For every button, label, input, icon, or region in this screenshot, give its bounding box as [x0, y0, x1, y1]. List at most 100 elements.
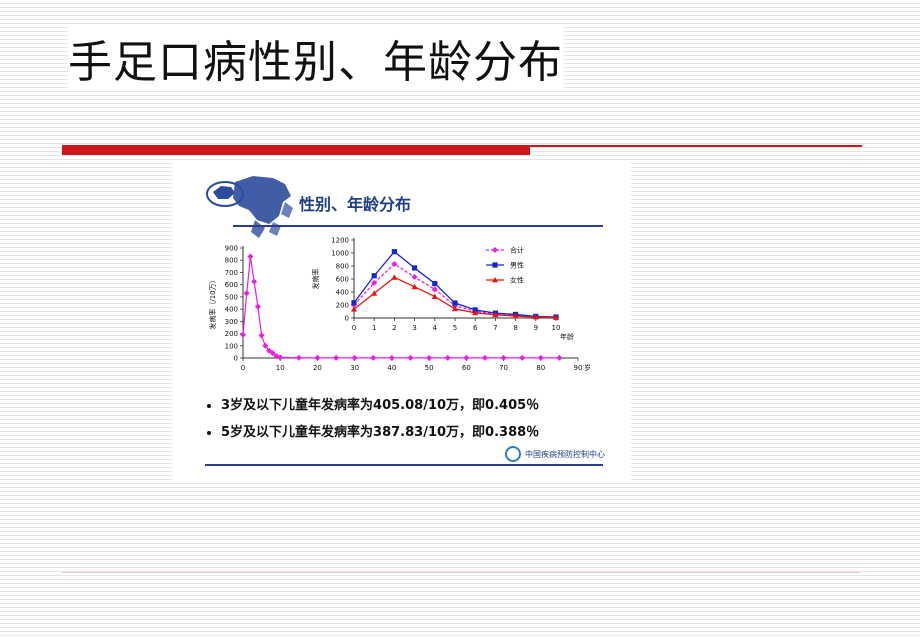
panel-header: 性别、年龄分布	[299, 195, 411, 214]
footer-rule	[205, 464, 603, 466]
inset-data-point	[411, 274, 418, 281]
main-chart-ylabel: 发病率（/10万）	[208, 276, 217, 329]
main-x-tick-label: 60	[462, 364, 471, 372]
inset-data-point	[391, 261, 398, 268]
main-data-point	[269, 350, 276, 357]
main-data-point	[295, 354, 302, 361]
inset-x-tick-label: 6	[473, 324, 478, 332]
bullet-dot	[207, 430, 211, 435]
main-data-point	[277, 354, 284, 361]
footer-divider	[62, 572, 860, 573]
inset-series-line	[353, 276, 557, 319]
inset-sex-age-chart: 发病率 年龄 0 200 400 600 800 1000 1200 0 1 2 3 4 5 6 7 8 9 10…	[311, 237, 574, 342]
inset-x-tick-label: 5	[453, 324, 457, 332]
main-y-tick-label: 100	[225, 342, 238, 350]
main-y-tick-label: 900	[225, 245, 238, 253]
inset-chart-xlabel: 年龄	[560, 332, 574, 341]
main-x-tick-label: 10	[276, 364, 285, 372]
header-rule	[233, 225, 603, 227]
main-y-tick-label: 700	[225, 269, 238, 277]
main-y-tick-label: 200	[225, 330, 238, 338]
main-data-point	[537, 354, 544, 361]
main-data-point	[426, 354, 433, 361]
main-x-tick-label: 80	[536, 364, 545, 372]
china-map-logo	[206, 176, 293, 238]
main-data-point	[444, 354, 451, 361]
legend-swatch-marker	[492, 277, 498, 283]
main-data-point	[314, 354, 321, 361]
inset-x-tick-label: 1	[372, 324, 376, 332]
main-y-tick-label: 800	[225, 257, 238, 265]
cdc-org-name: 中国疾病预防控制中心	[525, 450, 605, 459]
inset-data-point	[492, 311, 499, 318]
main-x-tick-label: 70	[499, 364, 508, 372]
bullet-item-2: 5岁及以下儿童年发病率为387.83/10万，即0.388％	[207, 421, 539, 440]
main-y-tick-label: 400	[225, 306, 238, 314]
main-x-tick-label: 90	[574, 364, 583, 372]
main-x-tick-label: 0	[241, 364, 245, 372]
slide-title: 手足口病性别、年龄分布	[68, 26, 563, 90]
cdc-emblem-icon	[505, 446, 521, 462]
inset-data-point	[411, 283, 418, 290]
figure-svg: 性别、年龄分布 发病率（/10万） 岁 01002003004005006007…	[205, 176, 603, 466]
bullet-item-1: 3岁及以下儿童年发病率为405.08/10万，即0.405％	[207, 394, 539, 413]
legend-swatch-marker	[492, 262, 498, 268]
cdc-logo: 中国疾病预防控制中心	[505, 446, 625, 464]
main-x-tick-label: 40	[387, 364, 396, 372]
inset-data-point	[371, 273, 377, 279]
main-data-point	[463, 354, 470, 361]
bullet-dot	[207, 403, 211, 408]
inset-x-tick-label: 0	[352, 324, 356, 332]
embedded-figure-panel: 性别、年龄分布 发病率（/10万） 岁 0 100 200 300 400 500 600 7…	[173, 162, 631, 480]
main-data-point	[258, 332, 265, 339]
main-data-point	[556, 354, 563, 361]
bullet-text: 5岁及以下儿童年发病率为387.83/10万，即0.388％	[221, 425, 540, 440]
main-x-tick-label: 50	[425, 364, 434, 372]
main-chart-x-unit: 岁	[584, 363, 591, 372]
inset-data-point	[553, 314, 559, 320]
main-data-point	[481, 354, 488, 361]
main-data-point	[333, 354, 340, 361]
main-data-point	[351, 354, 358, 361]
inset-x-tick-label: 2	[392, 324, 396, 332]
inset-data-point	[431, 286, 438, 293]
main-data-point	[251, 278, 258, 285]
inset-data-point	[371, 279, 378, 286]
main-series-line	[242, 256, 560, 359]
inset-data-point	[512, 313, 519, 319]
inset-x-tick-label: 8	[513, 324, 517, 332]
inset-data-point	[351, 306, 357, 312]
inset-x-tick-label: 10	[552, 324, 561, 332]
inset-y-tick-label: 1000	[331, 250, 349, 258]
inset-data-point	[432, 280, 438, 287]
main-data-point	[519, 354, 526, 361]
main-data-point	[370, 354, 377, 361]
inset-data-point	[412, 265, 418, 271]
main-incidence-chart: 发病率（/10万） 岁 0100200300400500600700800900…	[208, 245, 591, 373]
main-data-point	[254, 303, 261, 310]
legend-label: 男性	[510, 261, 524, 270]
legend-swatch-marker	[492, 247, 498, 253]
main-data-point	[407, 354, 414, 361]
main-y-tick-label: 600	[225, 281, 238, 289]
inset-x-tick-label: 3	[412, 324, 416, 332]
inset-data-point	[452, 300, 458, 306]
legend-label: 合计	[510, 246, 524, 255]
legend-label: 女性	[510, 276, 524, 285]
inset-y-tick-label: 200	[336, 302, 349, 310]
main-y-tick-label: 0	[234, 355, 238, 363]
title-accent-line	[530, 145, 862, 147]
inset-data-point	[472, 309, 479, 316]
inset-data-point	[391, 274, 398, 280]
inset-data-point	[452, 305, 458, 312]
main-data-point	[262, 342, 269, 349]
main-data-point	[266, 347, 273, 354]
inset-y-tick-label: 800	[336, 263, 349, 271]
main-y-tick-label: 500	[225, 293, 238, 301]
main-data-point	[273, 353, 280, 360]
inset-data-point	[391, 249, 397, 255]
inset-x-tick-label: 7	[493, 324, 497, 332]
inset-y-tick-label: 0	[345, 315, 349, 323]
main-y-tick-label: 300	[225, 318, 238, 326]
main-data-point	[247, 253, 254, 260]
